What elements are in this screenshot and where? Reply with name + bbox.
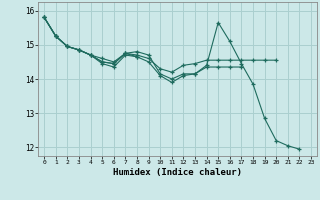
- X-axis label: Humidex (Indice chaleur): Humidex (Indice chaleur): [113, 168, 242, 177]
